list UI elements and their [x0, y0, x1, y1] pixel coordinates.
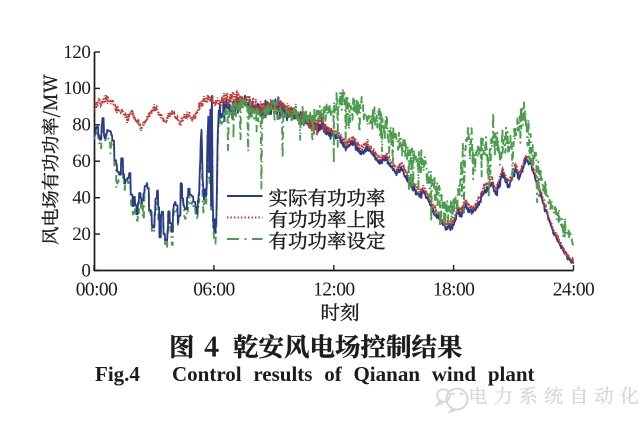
svg-text:120: 120: [63, 42, 90, 63]
svg-text:12:00: 12:00: [313, 279, 354, 300]
svg-text:00:00: 00:00: [76, 279, 117, 300]
svg-text:0: 0: [81, 260, 90, 281]
svg-text:06:00: 06:00: [193, 279, 234, 300]
svg-text:24:00: 24:00: [553, 279, 594, 300]
svg-text:40: 40: [72, 188, 90, 209]
svg-text:18:00: 18:00: [433, 279, 474, 300]
svg-text:Fig.4: Fig.4: [95, 362, 140, 386]
svg-text:Control results of Qianan wind: Control results of Qianan wind plant: [172, 362, 535, 386]
svg-text:100: 100: [63, 78, 90, 99]
svg-text:80: 80: [72, 115, 90, 136]
svg-text:60: 60: [72, 151, 90, 172]
svg-text:20: 20: [72, 224, 90, 245]
